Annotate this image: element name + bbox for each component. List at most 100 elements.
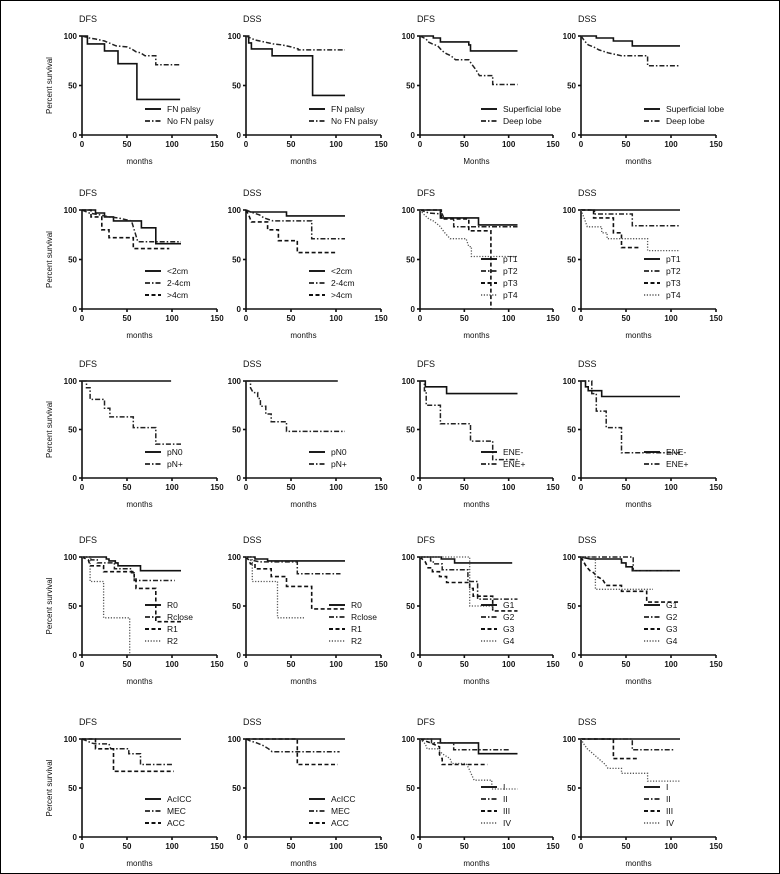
legend-label: R2: [167, 636, 178, 646]
x-tick-label: 50: [123, 483, 132, 492]
x-axis-label: months: [290, 677, 316, 686]
legend-label: pT2: [503, 266, 518, 276]
y-tick-label: 100: [64, 553, 78, 562]
y-tick-label: 0: [572, 651, 577, 660]
x-tick-label: 50: [460, 314, 469, 323]
y-tick-label: 50: [567, 426, 576, 435]
legend-label: III: [666, 806, 673, 816]
y-tick-label: 0: [411, 833, 416, 842]
legend-label: pN0: [167, 447, 183, 457]
x-tick-label: 0: [579, 660, 584, 669]
y-tick-label: 0: [237, 474, 242, 483]
y-tick-label: 50: [406, 256, 415, 265]
x-axis-label: months: [126, 859, 152, 868]
y-tick-label: 100: [228, 377, 242, 386]
panel-title: DFS: [79, 717, 97, 727]
x-tick-label: 50: [123, 314, 132, 323]
legend-label: R2: [351, 636, 362, 646]
y-tick-label: 100: [64, 32, 78, 41]
y-tick-label: 50: [232, 256, 241, 265]
survival-curve-r0: [82, 556, 181, 572]
x-tick-label: 150: [374, 842, 388, 851]
legend-label: ENE+: [666, 459, 688, 469]
survival-curve-ene-: [581, 380, 680, 454]
y-tick-label: 100: [228, 735, 242, 744]
x-axis-label: months: [290, 500, 316, 509]
x-tick-label: 100: [165, 140, 179, 149]
x-tick-label: 0: [244, 660, 249, 669]
y-tick-label: 100: [228, 553, 242, 562]
x-tick-label: 0: [579, 140, 584, 149]
x-tick-label: 150: [709, 314, 723, 323]
y-tick-label: 50: [406, 784, 415, 793]
km-panel-4: DSS 0 50 100 0 50 100 150 months Superficial lobe…: [563, 14, 725, 166]
km-panel-8: DSS 0 50 100 0 50 100 150 months pT1 pT2 pT3 pT4: [563, 188, 724, 340]
panel-title: DFS: [79, 14, 97, 24]
x-tick-label: 100: [664, 483, 678, 492]
x-tick-label: 150: [546, 140, 560, 149]
survival-curve-i: [420, 738, 518, 755]
y-tick-label: 0: [411, 131, 416, 140]
x-axis-label: months: [126, 677, 152, 686]
x-tick-label: 0: [80, 314, 85, 323]
y-tick-label: 0: [411, 474, 416, 483]
x-axis-label: months: [126, 500, 152, 509]
y-tick-label: 0: [237, 305, 242, 314]
legend-label: ENE+: [503, 459, 525, 469]
km-panel-10: DSS 0 50 100 0 50 100 150 months pN0 pN+: [228, 359, 389, 509]
y-tick-label: 100: [402, 206, 416, 215]
y-tick-label: 50: [68, 426, 77, 435]
x-tick-label: 0: [80, 842, 85, 851]
x-axis-label: months: [625, 677, 651, 686]
survival-curve--2cm: [82, 209, 181, 245]
y-tick-label: 0: [237, 651, 242, 660]
x-axis-label: months: [126, 331, 152, 340]
survival-curve-pt3: [581, 209, 639, 249]
km-panel-1: DFS 0 50 100 0 50 100 150 months Percent survival…: [45, 14, 224, 166]
x-tick-label: 50: [460, 660, 469, 669]
x-tick-label: 150: [210, 483, 224, 492]
x-tick-label: 150: [374, 483, 388, 492]
legend-label: G1: [666, 600, 678, 610]
legend-label: G4: [666, 636, 678, 646]
km-panel-16: DSS 0 50 100 0 50 100 150 months G1 G2 G3 G4: [563, 535, 724, 686]
x-axis-label: months: [463, 859, 489, 868]
survival-curve-ii: [581, 738, 674, 751]
legend-label: R1: [167, 624, 178, 634]
y-tick-label: 100: [402, 32, 416, 41]
x-tick-label: 0: [418, 660, 423, 669]
survival-curve-r1: [245, 556, 345, 610]
y-tick-label: 100: [402, 377, 416, 386]
survival-curve-pt4: [419, 209, 518, 258]
x-tick-label: 100: [165, 483, 179, 492]
legend-label: pN+: [167, 459, 183, 469]
legend-label: pT4: [503, 290, 518, 300]
survival-curve-g1: [580, 556, 680, 572]
survival-curve-pn-: [82, 380, 181, 445]
y-axis-label: Percent survival: [45, 577, 54, 634]
x-tick-label: 150: [546, 483, 560, 492]
x-tick-label: 100: [165, 314, 179, 323]
legend-label: ACC: [331, 818, 349, 828]
survival-curve-rclose: [246, 556, 341, 575]
x-tick-label: 50: [287, 483, 296, 492]
survival-curve-g4: [581, 556, 653, 590]
legend-label: AcICC: [167, 794, 192, 804]
y-tick-label: 0: [237, 833, 242, 842]
y-tick-label: 50: [567, 82, 576, 91]
x-tick-label: 150: [546, 314, 560, 323]
y-tick-label: 0: [572, 474, 577, 483]
x-tick-label: 150: [546, 660, 560, 669]
survival-curve-superficial-lobe: [420, 35, 518, 52]
legend-label: ENE-: [666, 447, 686, 457]
x-tick-label: 50: [622, 842, 631, 851]
x-tick-label: 100: [502, 660, 516, 669]
survival-curve-pt2: [581, 209, 680, 227]
x-axis-label: months: [625, 859, 651, 868]
km-panel-12: DSS 0 50 100 0 50 100 150 months ENE- ENE+: [563, 359, 724, 509]
survival-curve-iii: [581, 738, 637, 760]
survival-curve-r0: [246, 556, 345, 562]
y-tick-label: 0: [73, 651, 78, 660]
y-tick-label: 50: [567, 256, 576, 265]
